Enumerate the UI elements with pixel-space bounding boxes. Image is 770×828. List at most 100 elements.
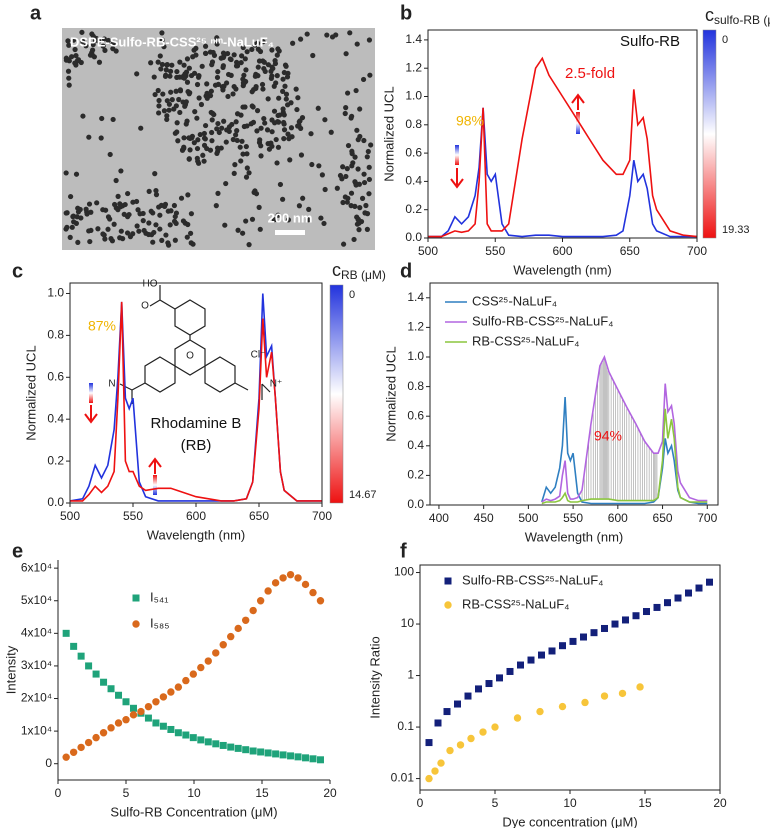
data-point xyxy=(590,629,598,637)
nanoparticle xyxy=(113,177,119,184)
nanoparticle xyxy=(75,57,82,63)
nanoparticle xyxy=(276,95,282,101)
data-point xyxy=(152,719,160,727)
colorbar-title: cRB (μM) xyxy=(332,260,386,282)
nanoparticle xyxy=(153,222,159,228)
nanoparticle xyxy=(105,37,111,44)
nanoparticle xyxy=(340,164,346,170)
nanoparticle xyxy=(152,91,158,98)
nanoparticle xyxy=(195,137,201,143)
nanoparticle xyxy=(100,231,106,237)
nanoparticle xyxy=(254,108,261,114)
nanoparticle xyxy=(177,59,183,65)
data-point xyxy=(496,674,503,682)
nanoparticle xyxy=(234,63,241,69)
nanoparticle xyxy=(280,106,286,112)
nanoparticle xyxy=(282,83,288,89)
data-point xyxy=(152,698,160,706)
nanoparticle xyxy=(354,41,360,47)
nanoparticle xyxy=(227,56,233,62)
nanoparticle xyxy=(349,151,355,157)
nanoparticle xyxy=(214,126,220,132)
colorbar xyxy=(329,284,344,504)
data-point xyxy=(454,700,461,708)
nanoparticle xyxy=(308,131,314,137)
nanoparticle xyxy=(359,195,366,201)
nanoparticle xyxy=(360,76,367,83)
nanoparticle xyxy=(271,83,277,89)
nanoparticle xyxy=(354,127,360,133)
nanoparticle xyxy=(356,227,362,233)
nanoparticle xyxy=(86,201,93,207)
nanoparticle xyxy=(98,135,104,141)
nanoparticle xyxy=(187,147,193,153)
nanoparticle xyxy=(174,120,180,126)
nanoparticle xyxy=(328,129,334,135)
structure-label: O xyxy=(186,351,194,362)
data-point xyxy=(485,680,493,688)
data-point xyxy=(664,599,671,607)
data-point xyxy=(227,743,235,751)
nanoparticle xyxy=(177,88,184,94)
nanoparticle xyxy=(138,125,144,131)
nanoparticle xyxy=(238,59,244,66)
nanoparticle xyxy=(225,71,232,78)
annotation: 98% xyxy=(456,113,484,129)
tem-image xyxy=(62,28,375,250)
nanoparticle xyxy=(231,52,237,58)
data-point xyxy=(643,608,650,616)
nanoparticle xyxy=(306,206,312,212)
nanoparticle xyxy=(69,224,75,230)
data-point xyxy=(316,756,324,764)
nanoparticle xyxy=(226,128,232,134)
nanoparticle xyxy=(233,119,239,125)
data-point xyxy=(197,663,205,672)
legend-swatch xyxy=(132,620,140,628)
data-point xyxy=(256,597,265,605)
nanoparticle xyxy=(169,97,175,103)
nanoparticle xyxy=(124,230,131,236)
nanoparticle xyxy=(283,96,289,102)
nanoparticle xyxy=(340,241,347,247)
data-point xyxy=(129,704,137,712)
nanoparticle xyxy=(265,62,271,68)
nanoparticle xyxy=(243,143,249,150)
y-tick-label: 1.2 xyxy=(407,320,424,334)
x-tick-label: 700 xyxy=(697,511,717,525)
scale-bar-label: 200 nm xyxy=(268,210,313,225)
x-tick-label: 500 xyxy=(518,511,538,525)
nanoparticle xyxy=(249,46,255,53)
data-point xyxy=(580,633,587,641)
data-point xyxy=(107,685,115,693)
data-point xyxy=(559,642,566,650)
x-tick-label: 600 xyxy=(552,244,572,258)
y-tick-label: 0.01 xyxy=(391,771,415,785)
arrows xyxy=(84,93,585,495)
nanoparticle xyxy=(280,76,286,82)
nanoparticle xyxy=(111,221,117,227)
nanoparticle xyxy=(183,121,189,127)
nanoparticle xyxy=(64,224,70,230)
y-tick-label: 1.0 xyxy=(407,349,424,363)
nanoparticle xyxy=(161,44,167,50)
nanoparticle xyxy=(196,95,202,101)
nanoparticle xyxy=(199,63,205,69)
nanoparticle xyxy=(110,116,116,123)
nanoparticle xyxy=(69,54,75,60)
data-point xyxy=(129,711,138,719)
legend-label: I₅₈₅ xyxy=(150,615,169,630)
panel-letter: c xyxy=(12,260,23,282)
nanoparticle xyxy=(256,204,262,210)
nanoparticle xyxy=(168,208,174,214)
data-point xyxy=(309,755,317,763)
panel-letter: f xyxy=(400,540,407,562)
nanoparticle xyxy=(86,134,92,140)
data-point xyxy=(219,641,227,649)
y-tick-label: 0.1 xyxy=(397,719,414,733)
nanoparticle xyxy=(167,73,173,79)
nanoparticle xyxy=(214,74,221,81)
data-point xyxy=(62,629,70,637)
nanoparticle xyxy=(316,163,322,169)
nanoparticle xyxy=(288,125,295,131)
nanoparticle xyxy=(353,182,359,188)
